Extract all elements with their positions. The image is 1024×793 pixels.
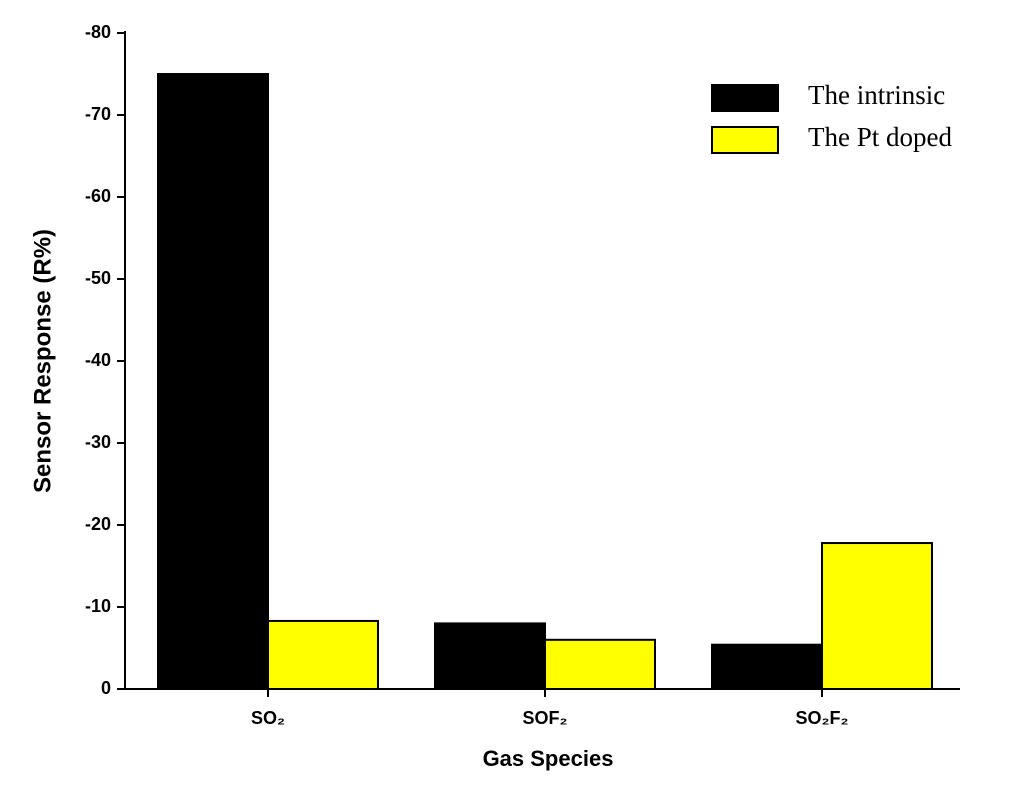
legend-swatch	[711, 126, 779, 154]
y-tick-label: -50	[85, 268, 111, 288]
x-tick-label: SO₂	[251, 708, 285, 728]
y-tick-label: -20	[85, 514, 111, 534]
y-tick-label: -10	[85, 596, 111, 616]
y-axis-label: Sensor Response (R%)	[29, 229, 56, 493]
y-tick-label: -40	[85, 350, 111, 370]
bar	[434, 622, 546, 691]
bar	[711, 643, 823, 690]
bar	[821, 542, 933, 690]
y-tick-label: -60	[85, 186, 111, 206]
legend-swatch	[711, 84, 779, 112]
bar	[157, 73, 269, 690]
bar	[544, 638, 656, 690]
x-axis-label: Gas Species	[483, 746, 614, 771]
legend-label: The Pt doped	[808, 122, 952, 152]
x-tick-label: SO₂F₂	[796, 708, 849, 728]
y-tick-label: -30	[85, 432, 111, 452]
y-tick-label: -80	[85, 22, 111, 42]
y-tick-label: 0	[101, 678, 111, 698]
legend-label: The intrinsic	[808, 80, 945, 110]
x-tick-label: SOF₂	[523, 708, 568, 728]
bar	[267, 619, 379, 690]
y-tick-label: -70	[85, 104, 111, 124]
